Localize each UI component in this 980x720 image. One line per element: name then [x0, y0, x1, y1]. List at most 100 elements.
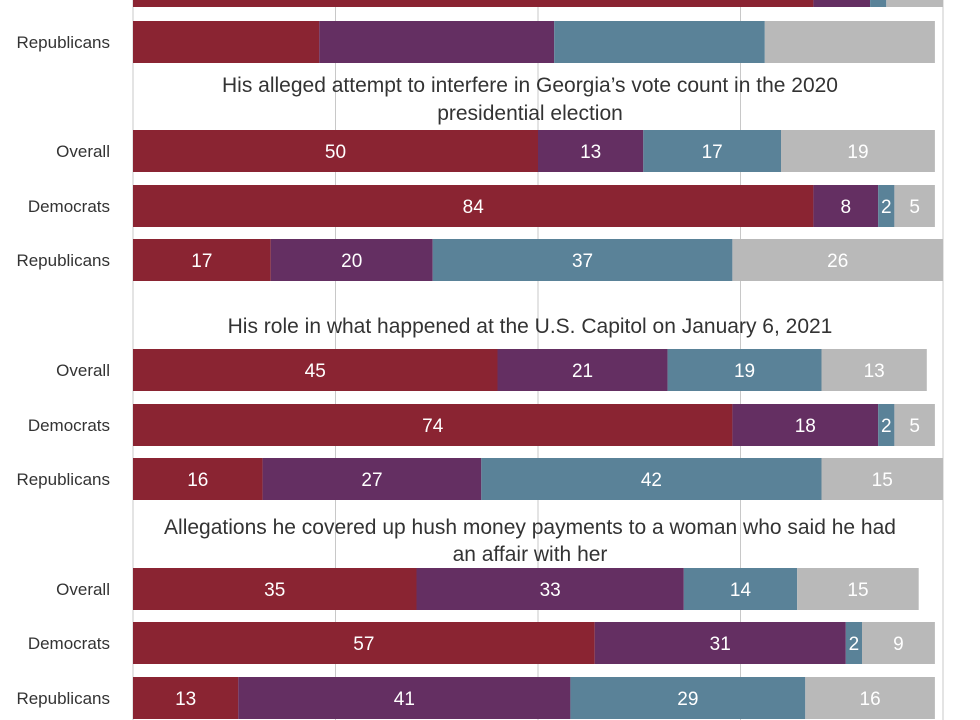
bar-segment	[262, 458, 482, 500]
data-label: 8	[841, 197, 852, 218]
data-label: 42	[641, 470, 662, 491]
bar-segment	[133, 349, 498, 391]
data-label: 33	[540, 580, 561, 601]
category-label: Overall	[56, 580, 110, 599]
bar-segment	[481, 458, 822, 500]
data-label: 16	[187, 470, 208, 491]
group-title: His role in what happened at the U.S. Ca…	[228, 315, 833, 338]
bar-segment	[133, 21, 320, 63]
data-label: 31	[710, 634, 731, 655]
data-label: 2	[881, 197, 892, 218]
group-title: presidential election	[437, 102, 623, 125]
bar-segment	[732, 239, 943, 281]
bar-segment	[432, 239, 733, 281]
bar-segment	[878, 404, 895, 446]
bar-segment	[862, 622, 935, 664]
bar-segment	[805, 677, 935, 719]
bar-segment	[133, 677, 239, 719]
data-label: 13	[864, 361, 885, 382]
bar-row: Overall 50 13 17 19	[56, 130, 935, 172]
category-label: Republicans	[16, 689, 110, 708]
data-label: 50	[325, 142, 346, 163]
data-label: 13	[580, 142, 601, 163]
data-label: 57	[353, 634, 374, 655]
data-label: 19	[734, 361, 755, 382]
bar-row: Republicans	[16, 21, 935, 63]
bar-segment	[133, 239, 271, 281]
category-label: Republicans	[16, 251, 110, 270]
data-label: 2	[881, 416, 892, 437]
data-label: 27	[361, 470, 382, 491]
data-label: 29	[677, 689, 698, 710]
bar-segment	[894, 185, 935, 227]
data-label: 84	[463, 197, 485, 218]
data-label: 17	[702, 142, 723, 163]
category-label: Democrats	[28, 197, 110, 216]
bar-row: Democrats 84 8 2 5	[28, 185, 935, 227]
category-label: Democrats	[28, 416, 110, 435]
bar-segment	[894, 404, 935, 446]
data-label: 15	[847, 580, 868, 601]
bar-row: Democrats 57 31 2 9	[28, 622, 935, 664]
bar-segment	[497, 349, 668, 391]
bar-segment	[570, 677, 806, 719]
bar-segment	[133, 458, 263, 500]
bar-row: Republicans 16 27 42 15	[16, 458, 943, 500]
bar-row	[133, 0, 943, 7]
bar-segment	[821, 349, 927, 391]
bar-segment	[538, 130, 644, 172]
data-label: 13	[175, 689, 196, 710]
bar-segment	[821, 458, 943, 500]
chart-group: Republicans	[16, 0, 943, 63]
chart-group: His alleged attempt to interfere in Geor…	[16, 74, 943, 281]
data-label: 20	[341, 251, 362, 272]
group-title: Allegations he covered up hush money pay…	[164, 516, 896, 539]
bar-segment	[732, 404, 879, 446]
bar-segment	[667, 349, 822, 391]
bar-segment	[133, 130, 538, 172]
bar-segment	[813, 0, 871, 7]
category-label: Republicans	[16, 470, 110, 489]
bar-segment	[133, 568, 417, 610]
bar-segment	[781, 130, 935, 172]
bar-segment	[133, 0, 814, 7]
data-label: 45	[305, 361, 326, 382]
bar-row: Democrats 74 18 2 5	[28, 404, 935, 446]
data-label: 37	[572, 251, 593, 272]
bar-segment	[238, 677, 571, 719]
bar-segment	[133, 404, 733, 446]
data-label: 26	[827, 251, 848, 272]
bar-row: Republicans 13 41 29 16	[16, 677, 935, 719]
bar-row: Overall 35 33 14 15	[56, 568, 919, 610]
data-label: 16	[860, 689, 881, 710]
bar-segment	[683, 568, 798, 610]
chart-group: Allegations he covered up hush money pay…	[16, 516, 935, 719]
bar-segment	[643, 130, 781, 172]
category-label: Republicans	[16, 33, 110, 52]
bar-segment	[319, 21, 555, 63]
bar-segment	[270, 239, 433, 281]
category-label: Democrats	[28, 634, 110, 653]
bar-segment	[416, 568, 684, 610]
bar-segment	[797, 568, 919, 610]
bar-segment	[764, 21, 935, 63]
bar-segment	[594, 622, 846, 664]
bar-segment	[878, 185, 895, 227]
data-label: 21	[572, 361, 593, 382]
data-label: 15	[872, 470, 893, 491]
chart-group: His role in what happened at the U.S. Ca…	[16, 315, 943, 500]
data-label: 19	[847, 142, 868, 163]
data-label: 17	[191, 251, 212, 272]
category-label: Overall	[56, 142, 110, 161]
bar-segment	[133, 622, 595, 664]
data-label: 2	[849, 634, 860, 655]
bar-segment	[133, 185, 814, 227]
group-title: His alleged attempt to interfere in Geor…	[222, 74, 838, 97]
bar-segment	[554, 21, 765, 63]
data-label: 41	[394, 689, 415, 710]
data-label: 74	[422, 416, 444, 437]
category-label: Overall	[56, 361, 110, 380]
bar-row: Overall 45 21 19 13	[56, 349, 927, 391]
data-label: 5	[909, 197, 920, 218]
